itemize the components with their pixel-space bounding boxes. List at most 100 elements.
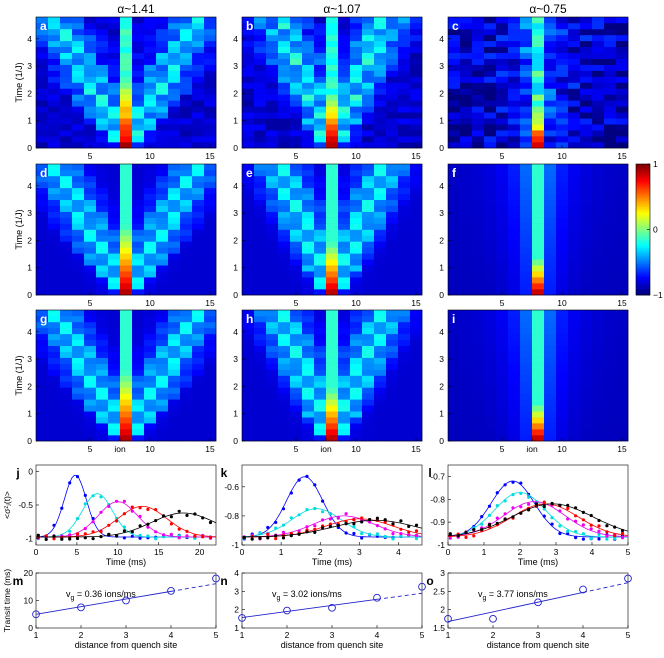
heatmap-cell [580,94,593,101]
colorbar-segment [636,184,650,187]
heatmap-cell [326,52,339,59]
heatmap-cell [290,46,303,54]
heatmap-cell [242,253,255,260]
heatmap-cell [156,58,169,65]
data-point [32,610,40,619]
heatmap-cell [192,52,205,59]
heatmap-cell [604,124,617,131]
heatmap-cell [362,223,375,230]
heatmap-cell [338,106,351,113]
heatmap-cell [520,193,533,201]
heatmap-cell [398,310,411,317]
x-tick-label: 10 [351,298,361,308]
panel-label-g: g [40,312,47,326]
heatmap-cell [84,175,97,183]
heatmap-cell [60,321,73,329]
colorbar-segment [636,166,650,169]
series-point-site1 [313,483,317,487]
heatmap-cell [616,429,629,436]
heatmap-cell [180,277,193,284]
heatmap-cell [96,130,109,137]
heatmap-cell [120,34,133,42]
heatmap-cell [290,405,303,412]
heatmap-cell [472,333,485,341]
heatmap-cell [242,235,255,242]
heatmap-cell [350,181,363,189]
series-point-site4 [399,527,403,531]
heatmap-cell [568,357,581,364]
heatmap-cell [386,223,399,230]
heatmap-cell [144,112,157,119]
heatmap-cell [48,345,61,352]
heatmap-cell [192,411,205,418]
heatmap-cell [108,399,121,406]
heatmap-cell [362,315,375,323]
x-tick-label: 5 [88,298,93,308]
heatmap-cell [604,34,617,42]
x-tick-label: 4 [169,630,174,640]
heatmap-cell [156,187,169,195]
heatmap-cell [374,417,387,424]
heatmap-cell [604,229,617,236]
series-point-site3 [107,504,111,508]
heatmap-cell [520,357,533,364]
x-tick-label: 15 [617,298,627,308]
data-point [238,614,246,622]
y-tick-label: -0.8 [430,494,445,504]
series-point-site5 [352,522,356,526]
heatmap-cell [484,310,497,317]
heatmap-cell [242,217,255,224]
y-tick-label: 3 [439,61,444,71]
heatmap-cell [108,82,121,89]
heatmap-cell [314,369,327,376]
series-point-site3 [185,534,189,538]
heatmap-cell [156,387,169,394]
heatmap-cell [278,399,291,406]
heatmap-cell [580,259,593,266]
heatmap-cell [472,205,485,212]
heatmap-cell [120,351,133,358]
heatmap-cell [568,64,581,71]
x-tick-label: 2 [79,630,84,640]
heatmap-cell [36,357,49,364]
velocity-subscript: g [277,595,281,602]
heatmap-cell [120,106,133,113]
heatmap-cell [484,381,497,388]
y-tick-label: 10 [24,596,34,606]
heatmap-cell [156,417,169,424]
series-point-site2 [352,525,356,529]
heatmap-cell [568,28,581,36]
heatmap-cell [410,181,423,189]
heatmap-cell [96,283,109,290]
heatmap-cell [180,88,193,95]
heatmap-cell [302,339,315,347]
heatmap-cell [156,46,169,54]
heatmap-cell [168,181,181,189]
heatmap-cell [484,277,497,284]
heatmap-cell [168,381,181,388]
heatmap-cell [520,387,533,394]
heatmap-cell [242,333,255,341]
heatmap-cell [568,70,581,77]
y-tick-label: 4 [439,181,444,191]
heatmap-cell [448,253,461,260]
heatmap-cell [496,205,509,212]
colorbar-segment [636,188,650,192]
heatmap-cell [496,271,509,278]
heatmap-cell [472,34,485,42]
series-point-site1 [91,516,95,521]
y-tick-label: 3 [234,586,239,596]
heatmap-cell [568,310,581,317]
heatmap-cell [508,235,521,242]
heatmap-cell [350,40,363,48]
series-point-site1 [360,536,364,540]
y-axis-label: Transit time (ms) [2,569,12,633]
heatmap-cell [254,193,267,201]
heatmap-cell [242,70,255,77]
heatmap-cell [604,205,617,212]
heatmap-cell [204,357,217,364]
heatmap-cell [96,223,109,230]
heatmap-cell [60,17,73,24]
heatmap-cell [302,181,315,189]
heatmap-cell [460,136,473,143]
